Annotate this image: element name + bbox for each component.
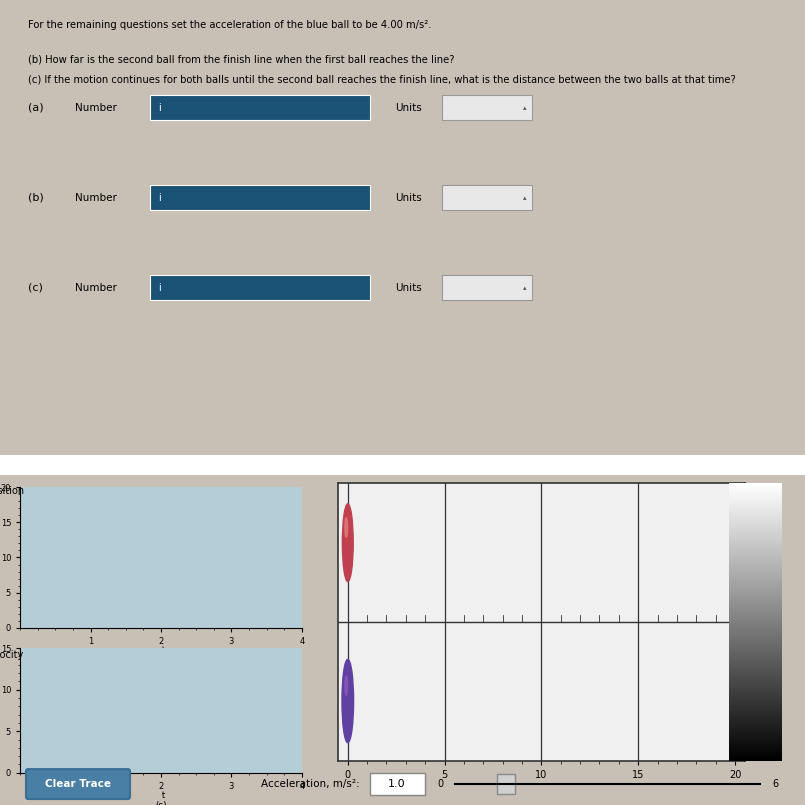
- Circle shape: [342, 659, 353, 743]
- Text: Time (s):: Time (s):: [600, 492, 646, 502]
- Text: i: i: [158, 283, 161, 293]
- Text: (b): (b): [28, 193, 43, 203]
- Bar: [150, 275, 370, 300]
- Bar: [150, 185, 370, 210]
- Text: Units: Units: [395, 103, 422, 113]
- Bar: [442, 275, 532, 300]
- Text: ▴: ▴: [523, 105, 526, 111]
- Text: Number: Number: [75, 103, 117, 113]
- X-axis label:   t
(s): t (s): [155, 646, 167, 665]
- X-axis label:   t
(s): t (s): [155, 791, 167, 805]
- Bar: [150, 95, 370, 120]
- Text: Acceleration, m/s²:: Acceleration, m/s²:: [261, 779, 359, 789]
- Text: 0.00: 0.00: [667, 492, 692, 502]
- Text: (b) How far is the second ball from the finish line when the first ball reaches : (b) How far is the second ball from the …: [28, 55, 455, 65]
- Bar: [0, 455, 805, 475]
- Text: Clear Trace: Clear Trace: [45, 779, 111, 789]
- Text: i: i: [158, 103, 161, 113]
- Bar: [735, 483, 754, 761]
- Text: Number: Number: [75, 193, 117, 203]
- Text: i: i: [158, 193, 161, 203]
- Text: Velocity: Velocity: [0, 650, 25, 660]
- Text: Position: Position: [0, 486, 24, 496]
- Bar: [442, 185, 532, 210]
- Text: ▴: ▴: [523, 195, 526, 201]
- Text: For the remaining questions set the acceleration of the blue ball to be 4.00 m/s: For the remaining questions set the acce…: [28, 20, 431, 30]
- Text: 1.0: 1.0: [388, 779, 406, 789]
- FancyBboxPatch shape: [26, 769, 130, 799]
- Text: Units: Units: [395, 193, 422, 203]
- Bar: [442, 95, 532, 120]
- Text: ▴: ▴: [523, 285, 526, 291]
- Text: (c) If the motion continues for both balls until the second ball reaches the fin: (c) If the motion continues for both bal…: [28, 75, 736, 85]
- Text: Units: Units: [395, 283, 422, 293]
- Circle shape: [345, 518, 348, 537]
- Bar: [370, 773, 425, 795]
- Text: (c): (c): [28, 283, 43, 293]
- Bar: [650, 486, 710, 508]
- Text: (a): (a): [28, 103, 43, 113]
- Bar: [497, 774, 515, 794]
- Text: 0: 0: [437, 779, 443, 789]
- Circle shape: [345, 676, 348, 696]
- Text: 6: 6: [772, 779, 778, 789]
- Circle shape: [342, 504, 353, 581]
- Text: Number: Number: [75, 283, 117, 293]
